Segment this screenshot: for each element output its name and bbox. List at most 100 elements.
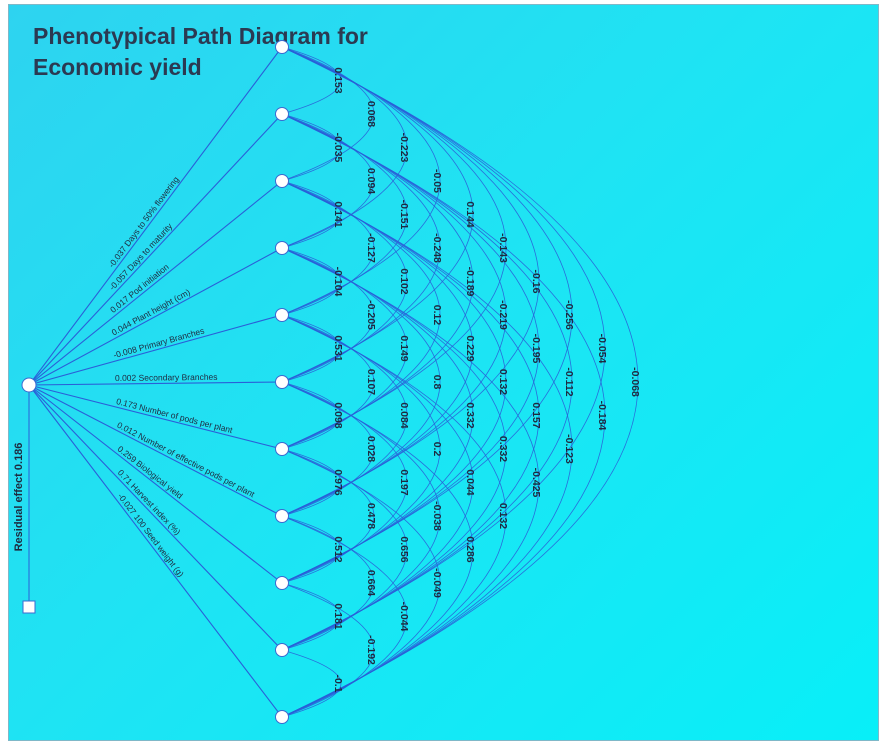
correlation-value: -0.104 — [332, 267, 344, 297]
correlation-value: -0.112 — [563, 367, 575, 396]
path-line — [28, 384, 283, 584]
correlation-arc — [281, 381, 474, 718]
correlation-arc — [281, 180, 573, 718]
correlation-arc — [281, 46, 375, 182]
trait-name: 100 Seed weight (g) — [132, 512, 186, 579]
path-diagram-svg: -0.037 Days to 50% flowering-0.057 Days … — [13, 40, 641, 724]
correlation-value: 0.181 — [332, 603, 344, 629]
correlation-arc — [281, 247, 375, 383]
trait-node — [275, 442, 289, 456]
correlation-value: -0.049 — [431, 568, 443, 598]
correlation-value: -0.054 — [596, 334, 608, 364]
residual-node — [22, 600, 36, 614]
correlation-value: 0.2 — [431, 442, 443, 457]
residual-effect-label: Residual effect 0.186 — [13, 443, 25, 552]
title-line-1: Phenotypical Path Diagram for — [33, 23, 368, 49]
source-node — [21, 377, 37, 393]
path-label-group: 0.002 Secondary Branches — [115, 372, 218, 383]
correlation-value: 0.132 — [497, 369, 509, 395]
correlation-value: 0.157 — [530, 402, 542, 428]
correlation-arc — [281, 314, 375, 450]
correlation-value: 0.153 — [332, 67, 344, 93]
correlation-arc — [281, 448, 441, 718]
path-label: 0.002 Secondary Branches — [115, 372, 218, 383]
correlation-value: -0.044 — [398, 602, 410, 632]
residual-label-text: Residual effect — [13, 470, 25, 551]
correlation-value: -0.151 — [398, 200, 410, 230]
correlation-arc — [281, 113, 474, 450]
correlation-value: 0.8 — [431, 375, 443, 390]
correlation-value: -0.219 — [497, 300, 509, 330]
correlation-arc — [281, 180, 540, 651]
correlation-value: 0.229 — [464, 335, 476, 361]
correlation-arc — [281, 247, 507, 651]
correlation-arc — [281, 46, 441, 316]
correlation-value: -0.256 — [563, 300, 575, 330]
path-line — [28, 384, 283, 651]
correlation-arc — [281, 314, 441, 584]
path-line — [28, 314, 283, 386]
path-label-group: 0.044 Plant height (cm) — [110, 287, 192, 338]
correlation-value: 0.656 — [398, 536, 410, 562]
correlation-arc — [281, 113, 507, 517]
correlation-value: 0.084 — [398, 402, 410, 428]
correlation-arc — [281, 515, 342, 584]
trait-node — [275, 241, 289, 255]
correlation-arc — [281, 515, 375, 651]
trait-node — [275, 576, 289, 590]
correlation-value: -0.192 — [365, 635, 377, 665]
correlation-arc — [281, 448, 342, 517]
correlation-arc — [281, 314, 474, 651]
path-line — [28, 384, 283, 517]
correlation-value: 0.12 — [431, 305, 443, 326]
correlation-arc — [281, 46, 639, 718]
correlation-arc — [281, 448, 375, 584]
correlation-value: 0.141 — [332, 201, 344, 227]
correlation-arc — [281, 180, 375, 316]
correlation-value: 0.512 — [332, 536, 344, 562]
correlation-value: -0.038 — [431, 501, 443, 531]
direct-effect-value: 0.002 — [115, 373, 139, 383]
trait-node — [275, 710, 289, 724]
trait-name: Number of pods per plant — [138, 402, 234, 435]
correlation-value: 0.028 — [365, 436, 377, 462]
correlation-value: -0.195 — [530, 334, 542, 364]
path-line — [28, 384, 283, 718]
trait-name: Number of effective pods per plant — [136, 431, 256, 500]
correlation-value: -0.205 — [365, 300, 377, 330]
correlation-value: 0.068 — [365, 101, 377, 127]
correlation-value: -0.143 — [497, 233, 509, 263]
correlation-value: 0.664 — [365, 570, 377, 596]
correlation-value: -0.127 — [365, 233, 377, 263]
correlation-arc — [281, 113, 540, 584]
correlation-arc — [281, 381, 375, 517]
correlation-value: 0.107 — [365, 369, 377, 395]
correlation-value: 0.976 — [332, 469, 344, 495]
correlation-arc — [281, 582, 375, 718]
correlation-arc — [281, 46, 342, 115]
residual-value: 0.186 — [13, 443, 25, 471]
correlation-arc — [281, 113, 375, 249]
correlation-value: -0.248 — [431, 233, 443, 263]
path-diagram-canvas: Phenotypical Path Diagram for Economic y… — [8, 4, 879, 741]
correlation-value: -0.223 — [398, 133, 410, 163]
correlation-arc — [281, 113, 441, 383]
trait-node — [275, 308, 289, 322]
correlation-arc — [281, 381, 441, 651]
correlation-arc — [281, 381, 342, 450]
correlation-arc — [281, 180, 441, 450]
correlation-arc — [281, 247, 441, 517]
path-line — [28, 180, 283, 386]
correlation-arc — [281, 46, 573, 584]
correlation-arc — [281, 515, 408, 718]
correlation-value: -0.1 — [332, 674, 344, 692]
correlation-value: 0.102 — [398, 268, 410, 294]
correlation-value: -0.05 — [431, 169, 443, 193]
correlation-value: 0.332 — [464, 402, 476, 428]
correlation-arc — [281, 113, 606, 718]
correlation-arc — [281, 113, 573, 651]
correlation-arc — [281, 649, 342, 718]
trait-node — [275, 174, 289, 188]
correlation-arc — [281, 247, 342, 316]
correlation-arc — [281, 46, 474, 383]
